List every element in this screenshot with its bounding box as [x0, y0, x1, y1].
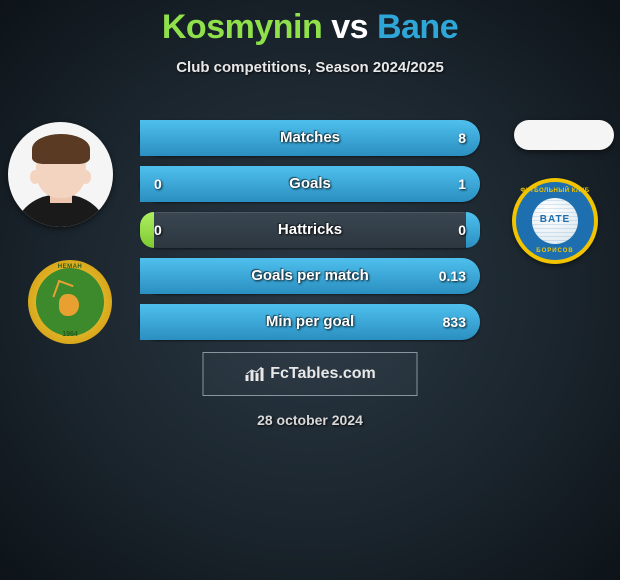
- watermark-text: FcTables.com: [270, 365, 376, 383]
- watermark[interactable]: FcTables.com: [203, 352, 418, 396]
- bar-chart-icon: [244, 366, 264, 382]
- comparison-title: Kosmynin vs Bane: [0, 0, 620, 47]
- club2-arc-top: ФУТБОЛЬНЫЙ КЛУБ: [516, 188, 594, 194]
- stat-value-p2: 833: [443, 304, 466, 340]
- stat-label: Min per goal: [140, 304, 480, 340]
- stat-label: Goals per match: [140, 258, 480, 294]
- stat-row: Matches 8: [140, 120, 480, 156]
- club2-arc-bottom: БОРИСОВ: [516, 248, 594, 254]
- stat-label: Hattricks: [140, 212, 480, 248]
- deer-icon: [53, 282, 87, 322]
- subtitle: Club competitions, Season 2024/2025: [0, 59, 620, 76]
- stat-row: 0 Hattricks 0: [140, 212, 480, 248]
- club2-badge: ФУТБОЛЬНЫЙ КЛУБ БОРИСОВ: [512, 178, 598, 264]
- stats-container: Matches 8 0 Goals 1 0 Hattricks 0 Goals …: [140, 120, 480, 350]
- stat-row: Min per goal 833: [140, 304, 480, 340]
- stat-value-p2: 0.13: [439, 258, 466, 294]
- date-text: 28 october 2024: [0, 412, 620, 428]
- stat-label: Goals: [140, 166, 480, 202]
- stat-value-p2: 1: [458, 166, 466, 202]
- player2-name: Bane: [377, 8, 458, 46]
- stat-label: Matches: [140, 120, 480, 156]
- club1-badge: НЕМАН 1964: [28, 260, 112, 344]
- vs-text: vs: [331, 8, 368, 46]
- player1-name: Kosmynin: [162, 8, 322, 46]
- player2-photo: [514, 120, 614, 150]
- stat-row: Goals per match 0.13: [140, 258, 480, 294]
- stat-row: 0 Goals 1: [140, 166, 480, 202]
- club1-text-bottom: 1964: [28, 331, 112, 338]
- stat-value-p2: 8: [458, 120, 466, 156]
- player1-photo: [8, 122, 113, 227]
- stat-value-p2: 0: [458, 212, 466, 248]
